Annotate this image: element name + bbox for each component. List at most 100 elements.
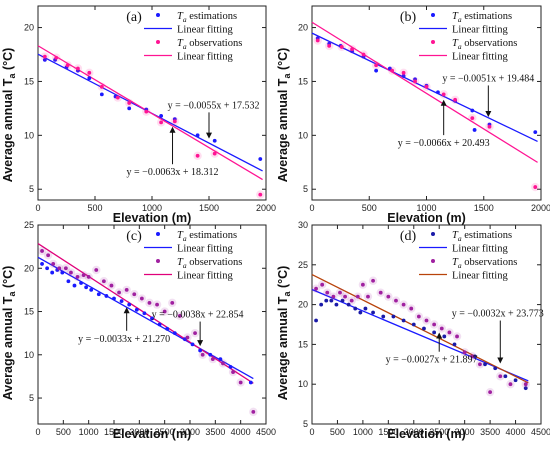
data-point	[112, 296, 116, 301]
data-point	[155, 302, 159, 307]
data-point	[436, 90, 440, 95]
y-tick-label: 10	[24, 130, 34, 140]
legend-marker	[431, 232, 435, 236]
legend-label-sub: a	[458, 42, 462, 51]
y-tick-label: 10	[24, 350, 34, 360]
series-1	[40, 262, 253, 385]
y-axis-label-main: Average annual T	[1, 296, 15, 400]
data-point	[99, 92, 104, 97]
data-point	[159, 114, 164, 118]
data-point	[208, 352, 213, 357]
series-2	[311, 276, 530, 397]
data-point	[472, 128, 477, 132]
legend-label: Linear fitting	[177, 244, 233, 255]
legend-label: Linear fitting	[177, 25, 233, 36]
legend-label: Ta estimations	[452, 230, 512, 243]
data-point	[124, 287, 129, 292]
data-point	[65, 63, 70, 68]
data-point	[422, 326, 426, 331]
data-point	[94, 268, 99, 272]
legend-label-tail: estimations	[187, 11, 237, 22]
x-tick-label: 1500	[378, 427, 398, 437]
data-point	[493, 366, 498, 371]
panel-label: (c)	[126, 229, 142, 244]
data-point	[258, 192, 263, 197]
y-tick-label: 15	[298, 339, 308, 349]
x-tick-label: 2000	[256, 203, 276, 213]
data-point	[54, 55, 59, 60]
panel-label: (d)	[400, 229, 417, 244]
legend-label-sub: a	[458, 261, 462, 270]
data-point	[127, 302, 132, 307]
y-axis-label-unit: (°C)	[276, 48, 290, 74]
data-point	[258, 157, 263, 161]
legend-label: Linear fitting	[452, 25, 508, 36]
data-point	[424, 318, 429, 323]
data-point	[79, 281, 83, 285]
data-point	[40, 249, 44, 253]
legend-marker	[156, 232, 160, 236]
legend-label-tail: estimations	[462, 11, 512, 22]
series-2	[40, 52, 265, 199]
data-point	[508, 382, 513, 387]
data-point	[391, 314, 396, 319]
y-tick-label: 20	[298, 300, 308, 310]
legend-marker	[431, 259, 435, 263]
x-tick-label: 500	[330, 427, 345, 437]
data-point	[134, 307, 139, 312]
data-point	[346, 302, 351, 307]
data-point	[452, 342, 457, 347]
data-point	[361, 52, 366, 57]
data-point	[374, 68, 379, 73]
y-tick-label: 25	[298, 260, 308, 270]
data-point	[99, 84, 104, 89]
chart-panel-3: 0 500 1000 1500 2000 2500 3000 3500 4000 4500 5 10 1…	[1, 220, 276, 441]
plot-frame	[37, 224, 267, 425]
data-point	[325, 290, 330, 295]
x-tick-label: 4000	[506, 427, 526, 437]
fit-line-2	[311, 21, 538, 163]
x-tick-label: 2500	[155, 427, 175, 437]
legend-marker	[431, 40, 435, 44]
data-point	[84, 285, 89, 290]
y-axis-label-unit: (°C)	[1, 48, 15, 74]
legend-label-main: T	[177, 38, 184, 49]
legend-label-main: T	[177, 230, 184, 241]
x-axis-label: Elevation (m)	[387, 427, 466, 441]
x-tick-label: 3500	[480, 427, 500, 437]
x-tick-label: 1000	[142, 203, 162, 213]
legend-marker	[431, 13, 435, 17]
data-point	[355, 294, 360, 299]
data-point	[340, 298, 345, 303]
legend-label-sub: a	[183, 234, 187, 243]
y-tick-label: 15	[24, 76, 34, 86]
fit-line-2	[311, 273, 529, 384]
data-point	[329, 298, 334, 303]
data-point	[498, 374, 503, 379]
legend-label-sub: a	[183, 15, 187, 24]
chart-panel-2: 0 500 1000 1500 2000 5 10 15 20 Elevation (m) Aver…	[276, 5, 550, 225]
annotation-arrowhead	[123, 307, 130, 314]
data-point	[172, 331, 177, 336]
legend-label-sub: a	[183, 42, 187, 51]
data-point	[147, 300, 152, 305]
data-point	[416, 314, 421, 319]
data-point	[60, 270, 65, 275]
data-point	[104, 294, 109, 298]
data-point	[45, 266, 50, 271]
data-point	[455, 334, 459, 339]
data-point	[523, 386, 528, 391]
series-2	[313, 36, 540, 192]
fit-equation: y = −0.0038x + 22.854	[152, 310, 244, 321]
legend-label: Ta estimations	[452, 11, 512, 24]
data-point	[162, 309, 167, 314]
data-point	[324, 298, 329, 303]
data-point	[221, 361, 225, 366]
x-tick-label: 4000	[231, 427, 251, 437]
plot-frame	[311, 224, 542, 425]
x-tick-label: 0	[35, 203, 40, 213]
x-tick-label: 2500	[429, 427, 449, 437]
data-point	[523, 382, 528, 387]
data-point	[40, 262, 44, 266]
y-axis-label-main: Average annual T	[276, 78, 290, 182]
